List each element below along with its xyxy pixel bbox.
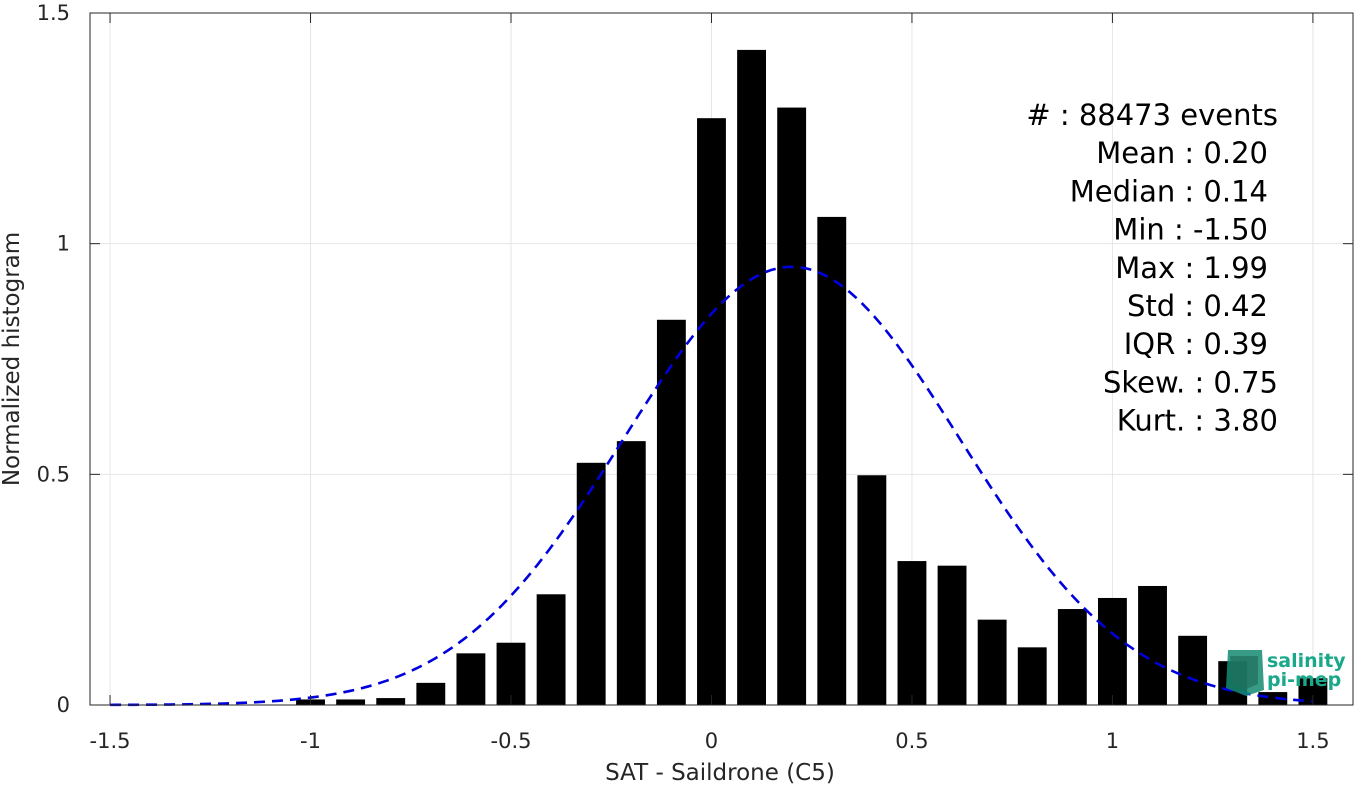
stat-line: # : 88473 events: [1026, 98, 1278, 132]
stat-line: Kurt. : 3.80: [1117, 404, 1278, 438]
histogram-bar: [737, 49, 767, 705]
axes-frame: [89, 12, 1354, 706]
histogram-bar: [416, 682, 446, 705]
salinity-pi-mep-logo: salinity pi-mep: [1226, 650, 1346, 696]
y-tick-label: 0: [57, 693, 70, 717]
stats-box: # : 88473 events Mean : 0.20 Median : 0.14…: [1026, 98, 1278, 438]
histogram-bar: [777, 107, 807, 705]
x-tick-label: -1: [300, 729, 321, 753]
stat-line: Min : -1.50: [1113, 213, 1268, 247]
histogram-bar: [817, 216, 847, 705]
logo-line1: salinity: [1267, 650, 1346, 672]
stat-line: Mean : 0.20: [1096, 136, 1268, 170]
stat-line: IQR : 0.39: [1124, 327, 1268, 361]
ticks-layer: -1.5 -1 -0.5 0 0.5 1 1.5 0 0.5 1 1.5: [37, 1, 1353, 753]
stat-line: Median : 0.14: [1070, 174, 1268, 208]
histogram-bar: [456, 653, 486, 705]
histogram-bar: [1258, 692, 1288, 705]
histogram-bar: [897, 561, 927, 705]
x-axis-title: SAT - Saildrone (C5): [605, 760, 835, 785]
histogram-bar: [336, 699, 366, 705]
histogram-bar: [1178, 635, 1208, 705]
histogram-bar: [977, 619, 1007, 705]
stat-line: Skew. : 0.75: [1103, 365, 1278, 399]
histogram-bar: [1097, 597, 1127, 705]
logo-line2: pi-mep: [1267, 669, 1341, 691]
x-tick-label: -0.5: [491, 729, 532, 753]
histogram-bar: [1057, 609, 1087, 705]
histogram-bar: [536, 594, 566, 705]
histogram-bar: [576, 462, 606, 705]
histogram-bar: [656, 319, 686, 705]
histogram-bar: [496, 642, 526, 705]
x-tick-label: 1: [1106, 729, 1119, 753]
histogram-bar: [376, 698, 406, 705]
x-tick-label: 0: [705, 729, 718, 753]
histogram-bar: [1138, 585, 1167, 705]
stat-line: Max : 1.99: [1115, 251, 1268, 285]
x-tick-label: -1.5: [90, 729, 131, 753]
histogram-bar: [697, 118, 726, 705]
logo-shape-accent: [1230, 656, 1258, 690]
histogram-bar: [857, 475, 887, 705]
y-tick-label: 1.5: [37, 1, 70, 25]
y-axis-title: Normalized histogram: [0, 232, 25, 486]
stat-line: Std : 0.42: [1127, 289, 1268, 323]
histogram-bar: [1017, 647, 1047, 705]
y-tick-label: 1: [57, 232, 70, 256]
x-tick-label: 1.5: [1296, 729, 1329, 753]
plot-frame: [89, 12, 1354, 706]
y-tick-label: 0.5: [37, 462, 70, 486]
x-tick-label: 0.5: [895, 729, 928, 753]
histogram-bar: [937, 565, 967, 705]
histogram-bar: [616, 441, 646, 705]
